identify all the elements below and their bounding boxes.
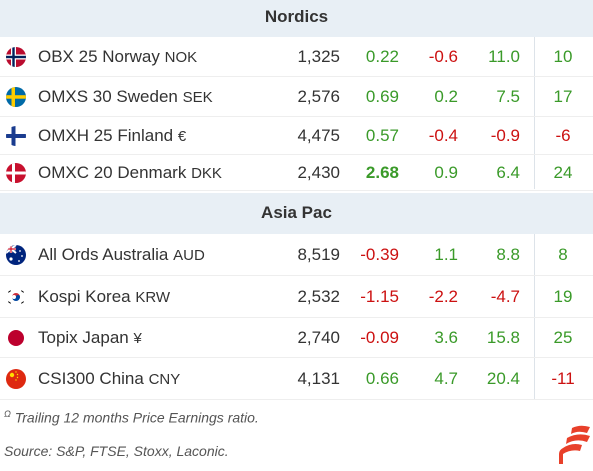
pe-ratio: -11 — [551, 369, 575, 388]
change-1d: -0.39 — [360, 245, 399, 264]
table-row-omxc-20-denmark: OMXC 20 Denmark DKK 2,430 2.68 0.9 6.4 24 — [0, 155, 593, 191]
change-1w: -2.2 — [428, 287, 458, 306]
change-1w: 3.6 — [434, 328, 458, 347]
index-level: 8,519 — [297, 245, 340, 264]
currency-label: ¥ — [133, 330, 142, 347]
pe-ratio: -6 — [555, 126, 571, 145]
currency-label: AUD — [173, 247, 205, 264]
footnote-marker: Ω — [4, 409, 11, 419]
change-1d: -1.15 — [360, 287, 399, 306]
finland-flag-icon — [6, 125, 26, 146]
china-flag-icon — [6, 368, 26, 389]
index-name: OMXH 25 Finland € — [38, 126, 187, 145]
footnote-text: Trailing 12 months Price Earnings ratio. — [14, 409, 259, 426]
index-level: 4,131 — [297, 369, 340, 388]
change-1d: 0.22 — [365, 47, 399, 66]
table-row-omxh-25-finland: OMXH 25 Finland € 4,475 0.57 -0.4 -0.9 -6 — [0, 117, 593, 155]
korea-flag-icon — [6, 286, 26, 307]
pe-footnote: Ω Trailing 12 months Price Earnings rati… — [4, 409, 259, 426]
source-note: Source: S&P, FTSE, Stoxx, Laconic. — [4, 443, 229, 459]
sweden-flag-icon — [6, 86, 26, 107]
column-divider — [534, 37, 535, 189]
index-name: OBX 25 Norway NOK — [38, 47, 198, 66]
table-row-all-ords-australia: All Ords Australia AUD 8,519 -0.39 1.1 8.8 8 — [0, 234, 593, 276]
index-level: 2,532 — [297, 287, 340, 306]
change-1d: 2.68 — [365, 163, 399, 182]
change-ytd: 7.5 — [496, 87, 520, 106]
index-level: 1,325 — [297, 47, 340, 66]
denmark-flag-icon — [6, 162, 26, 183]
section-header-nordics: Nordics — [0, 0, 593, 37]
change-ytd: -4.7 — [490, 287, 520, 306]
table-row-topix-japan: Topix Japan ¥ 2,740 -0.09 3.6 15.8 25 — [0, 318, 593, 358]
currency-label: CNY — [148, 371, 181, 388]
index-name: OMXS 30 Sweden SEK — [38, 87, 213, 106]
change-ytd: 20.4 — [486, 369, 520, 388]
change-1d: -0.09 — [360, 328, 399, 347]
change-1d: 0.66 — [365, 369, 399, 388]
change-ytd: -0.9 — [490, 126, 520, 145]
australia-flag-icon — [6, 244, 26, 265]
table-row-csi300-china: CSI300 China CNY 4,131 0.66 4.7 20.4 -11 — [0, 358, 593, 400]
pe-ratio: 10 — [553, 47, 573, 66]
pe-ratio: 19 — [553, 287, 573, 306]
pe-ratio: 8 — [558, 245, 568, 264]
change-1w: 4.7 — [434, 369, 458, 388]
index-name: Kospi Korea KRW — [38, 287, 171, 306]
currency-label: KRW — [135, 289, 171, 306]
laconic-logo-icon — [559, 425, 590, 464]
currency-label: NOK — [164, 49, 198, 66]
index-name: CSI300 China CNY — [38, 369, 181, 388]
pe-ratio: 17 — [553, 87, 573, 106]
change-1w: -0.6 — [428, 47, 458, 66]
section-header-asia-pac: Asia Pac — [0, 193, 593, 234]
change-1d: 0.69 — [365, 87, 399, 106]
table-row-obx-25-norway: OBX 25 Norway NOK 1,325 0.22 -0.6 11.0 10 — [0, 37, 593, 77]
japan-flag-icon — [6, 327, 26, 348]
table-row-kospi-korea: Kospi Korea KRW 2,532 -1.15 -2.2 -4.7 19 — [0, 276, 593, 318]
pe-ratio: 24 — [553, 163, 573, 182]
index-level: 2,740 — [297, 328, 340, 347]
currency-label: € — [177, 128, 187, 145]
change-ytd: 15.8 — [486, 328, 520, 347]
index-level: 4,475 — [297, 126, 340, 145]
change-1w: 1.1 — [434, 245, 458, 264]
currency-label: DKK — [191, 165, 222, 182]
index-level: 2,430 — [297, 163, 340, 182]
change-1d: 0.57 — [365, 126, 399, 145]
change-1w: 0.2 — [434, 87, 458, 106]
norway-flag-icon — [6, 46, 26, 67]
change-ytd: 8.8 — [496, 245, 520, 264]
change-ytd: 11.0 — [488, 47, 520, 66]
index-name: OMXC 20 Denmark DKK — [38, 163, 222, 182]
index-level: 2,576 — [297, 87, 340, 106]
table-row-omxs-30-sweden: OMXS 30 Sweden SEK 2,576 0.69 0.2 7.5 17 — [0, 77, 593, 117]
currency-label: SEK — [182, 89, 213, 106]
index-name: Topix Japan ¥ — [38, 328, 142, 347]
pe-ratio: 25 — [553, 328, 573, 347]
change-ytd: 6.4 — [496, 163, 520, 182]
index-name: All Ords Australia AUD — [38, 245, 205, 264]
change-1w: 0.9 — [434, 163, 458, 182]
change-1w: -0.4 — [428, 126, 458, 145]
